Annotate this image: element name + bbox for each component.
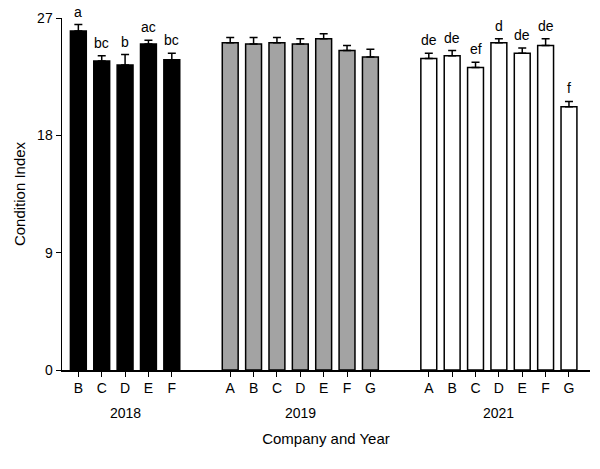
svg-text:2019: 2019 xyxy=(285,405,316,421)
svg-text:C: C xyxy=(470,380,480,396)
svg-text:27: 27 xyxy=(37,10,53,26)
svg-text:0: 0 xyxy=(45,362,53,378)
svg-text:bc: bc xyxy=(164,32,179,48)
svg-text:E: E xyxy=(518,380,527,396)
svg-text:B: B xyxy=(447,380,456,396)
svg-text:Company and Year: Company and Year xyxy=(262,430,390,447)
svg-text:a: a xyxy=(74,4,82,20)
svg-text:18: 18 xyxy=(37,127,53,143)
svg-text:D: D xyxy=(295,380,305,396)
svg-text:B: B xyxy=(249,380,258,396)
svg-text:F: F xyxy=(343,380,352,396)
svg-text:ac: ac xyxy=(141,19,156,35)
svg-text:D: D xyxy=(494,380,504,396)
svg-text:b: b xyxy=(121,34,129,50)
svg-text:2021: 2021 xyxy=(483,405,514,421)
svg-text:de: de xyxy=(514,27,530,43)
svg-text:F: F xyxy=(541,380,550,396)
svg-text:Condition Index: Condition Index xyxy=(11,141,28,246)
svg-text:de: de xyxy=(421,32,437,48)
svg-text:F: F xyxy=(168,380,177,396)
svg-text:C: C xyxy=(272,380,282,396)
svg-text:G: G xyxy=(365,380,376,396)
svg-text:f: f xyxy=(567,80,571,96)
svg-text:G: G xyxy=(564,380,575,396)
svg-text:bc: bc xyxy=(94,35,109,51)
svg-text:B: B xyxy=(74,380,83,396)
svg-text:C: C xyxy=(97,380,107,396)
svg-text:d: d xyxy=(495,18,503,34)
svg-text:ef: ef xyxy=(470,41,482,57)
svg-text:de: de xyxy=(444,30,460,46)
svg-text:D: D xyxy=(120,380,130,396)
svg-text:A: A xyxy=(424,380,434,396)
svg-text:de: de xyxy=(538,18,554,34)
svg-text:A: A xyxy=(226,380,236,396)
svg-text:E: E xyxy=(319,380,328,396)
svg-text:E: E xyxy=(144,380,153,396)
svg-text:2018: 2018 xyxy=(110,405,141,421)
svg-text:9: 9 xyxy=(45,245,53,261)
